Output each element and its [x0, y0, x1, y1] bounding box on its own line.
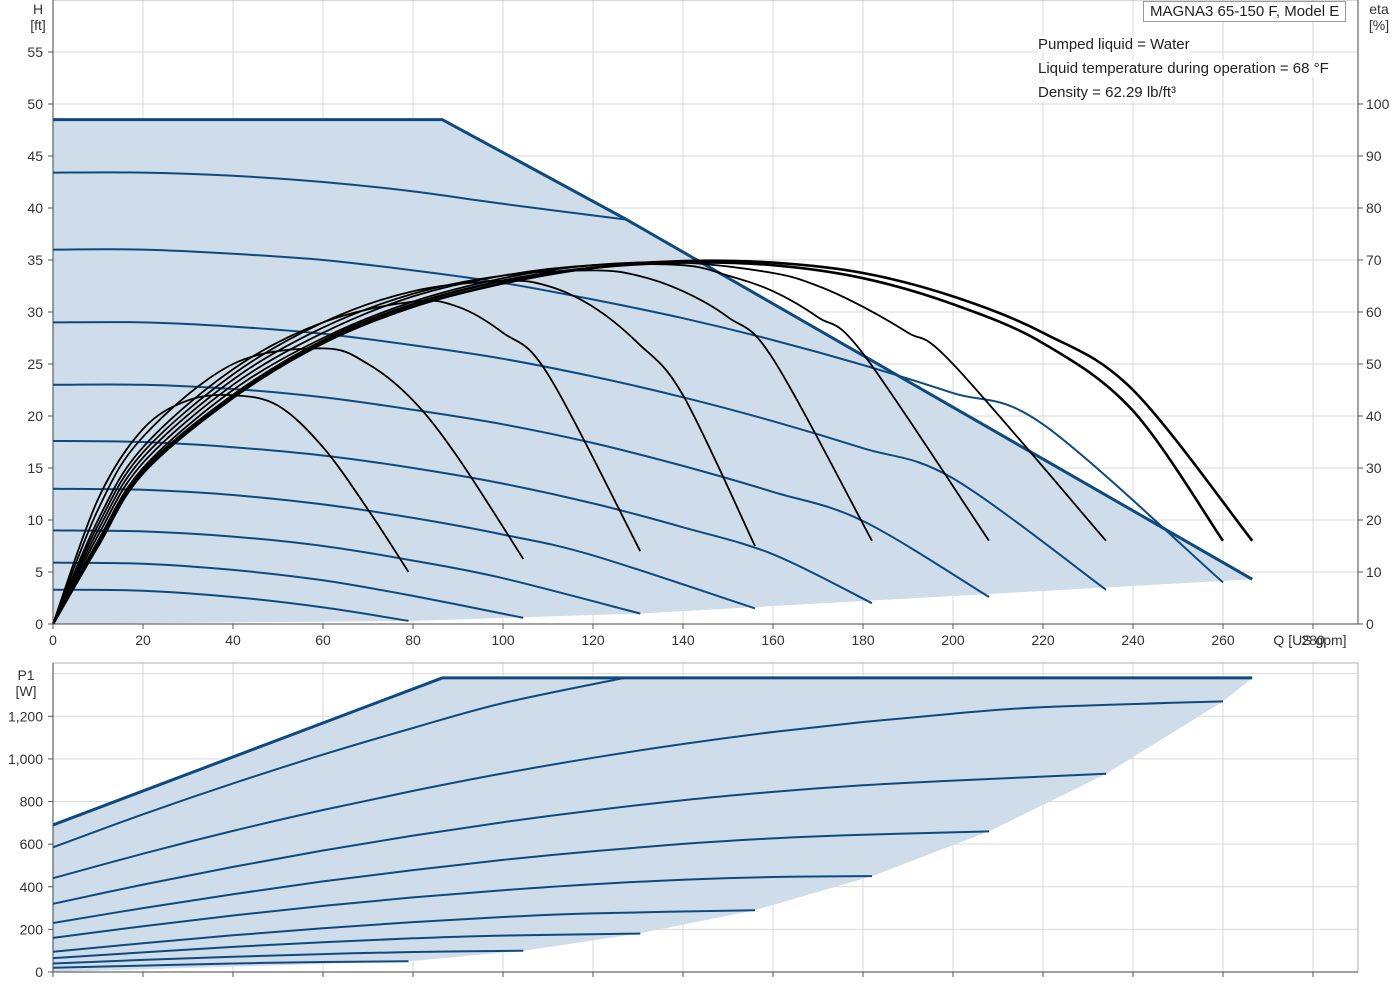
y-right-tick-label: 30: [1366, 460, 1382, 476]
model-label: MAGNA3 65-150 F, Model E: [1143, 1, 1347, 22]
power-curve-1: [52, 960, 409, 969]
y-right-axis-unit: [%]: [1369, 17, 1389, 33]
x-tick-label: 260: [1211, 632, 1235, 648]
y-right-tick-label: 10: [1366, 564, 1382, 580]
y-left-tick-label: 5: [35, 564, 43, 580]
power-curve-4: [52, 909, 756, 953]
envelope-area: [53, 119, 1253, 624]
power-envelope-area: [53, 677, 1253, 972]
y-left-tick-label: 25: [27, 356, 43, 372]
power-tick-label: 1,000: [8, 751, 43, 767]
power-curve-7: [52, 772, 1107, 905]
x-tick-label: 60: [315, 632, 331, 648]
efficiency-curve-4: [52, 279, 756, 625]
efficiency-curve-2: [52, 347, 525, 625]
y-left-tick-label: 45: [27, 148, 43, 164]
power-curve-9: [52, 676, 625, 849]
y-left-tick-label: 50: [27, 96, 43, 112]
efficiency-curve-6: [52, 263, 990, 625]
y-right-tick-label: 70: [1366, 252, 1382, 268]
efficiency-curve-7: [52, 261, 1107, 625]
head-curve-6: [52, 383, 990, 598]
head-curve-9: [52, 171, 625, 221]
x-axis-title: Q [US gpm]: [1273, 632, 1346, 648]
max-power-curve: [52, 676, 1253, 827]
power-axis-title: P1: [17, 667, 34, 683]
y-right-tick-label: 0: [1366, 616, 1374, 632]
power-curves: [52, 676, 1224, 969]
y-left-axis-title: H: [33, 1, 43, 17]
y-right-tick-label: 50: [1366, 356, 1382, 372]
x-tick-label: 20: [135, 632, 151, 648]
power-curve-6: [52, 830, 990, 924]
power-curve-5: [52, 875, 873, 939]
efficiency-curve-9: [51, 259, 1254, 625]
top-operating-envelope: [53, 118, 1253, 624]
y-right-tick-label: 20: [1366, 512, 1382, 528]
y-right-tick-label: 40: [1366, 408, 1382, 424]
y-right-tick-label: 80: [1366, 200, 1382, 216]
x-tick-label: 80: [405, 632, 421, 648]
power-axis-unit: [W]: [16, 683, 37, 699]
info-density: Density = 62.29 lb/ft³: [1038, 84, 1176, 101]
x-tick-label: 40: [225, 632, 241, 648]
x-tick-label: 0: [49, 632, 57, 648]
head-curve-8: [52, 248, 1224, 584]
y-right-axis-title: eta: [1369, 1, 1389, 17]
y-left-tick-label: 40: [27, 200, 43, 216]
bottom-operating-envelope: [52, 676, 1253, 972]
power-tick-label: 1,200: [8, 708, 43, 724]
x-tick-label: 160: [761, 632, 785, 648]
y-right-tick-label: 60: [1366, 304, 1382, 320]
info-temperature: Liquid temperature during operation = 68…: [1038, 60, 1329, 77]
x-tick-label: 140: [671, 632, 695, 648]
y-left-tick-label: 55: [27, 44, 43, 60]
y-left-tick-label: 20: [27, 408, 43, 424]
power-curve-3: [52, 932, 641, 960]
power-tick-label: 600: [20, 836, 44, 852]
head-curve-3: [52, 529, 641, 615]
y-right-tick-label: 90: [1366, 148, 1382, 164]
y-left-tick-label: 30: [27, 304, 43, 320]
x-tick-label: 280: [1301, 632, 1325, 648]
x-tick-label: 200: [941, 632, 965, 648]
power-curve-2: [52, 949, 524, 965]
y-right-tick-label: 100: [1366, 96, 1390, 112]
head-curves: [52, 171, 1224, 622]
y-left-tick-label: 0: [35, 616, 43, 632]
power-curve-8: [52, 700, 1224, 880]
power-tick-label: 800: [20, 794, 44, 810]
head-curve-7: [52, 321, 1107, 591]
bottom-plot-axes: 0 200 400 600 800 1,000 1,200 P1[W]: [8, 662, 1359, 980]
head-curve-2: [52, 561, 524, 619]
y-left-axis-unit: [ft]: [30, 17, 46, 33]
y-left-tick-label: 10: [27, 512, 43, 528]
head-curve-4: [52, 487, 756, 610]
top-plot-axes: 0 20 40 60 80 100 120 140 160 180 200 220 240 260 2800…: [27, 0, 1390, 648]
y-left-tick-label: 35: [27, 252, 43, 268]
x-tick-label: 100: [491, 632, 515, 648]
x-tick-label: 180: [851, 632, 875, 648]
y-left-tick-label: 15: [27, 460, 43, 476]
x-tick-label: 240: [1121, 632, 1145, 648]
power-tick-label: 400: [20, 879, 44, 895]
x-tick-label: 220: [1031, 632, 1055, 648]
max-speed-curve: [53, 118, 1253, 581]
efficiency-curves: [51, 259, 1254, 625]
power-tick-label: 200: [20, 921, 44, 937]
info-liquid: Pumped liquid = Water: [1038, 36, 1190, 53]
power-tick-label: 0: [35, 964, 43, 980]
x-tick-label: 120: [581, 632, 605, 648]
head-curve-1: [52, 588, 409, 622]
head-curve-5: [52, 440, 873, 605]
